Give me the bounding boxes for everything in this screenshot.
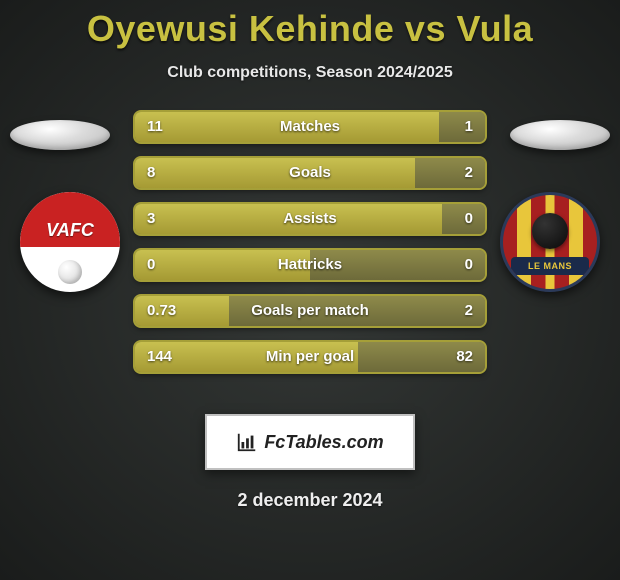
club-badge-left-text: VAFC [20, 220, 120, 241]
ball-icon [58, 260, 82, 284]
watermark[interactable]: FcTables.com [205, 414, 415, 470]
player-left-avatar [10, 120, 110, 150]
page-title: Oyewusi Kehinde vs Vula [0, 0, 620, 50]
date-label: 2 december 2024 [0, 490, 620, 511]
avatar-placeholder-icon [510, 120, 610, 150]
comparison-panel: VAFC LE MANS 111Matches 82Goals 30Assists 0… [0, 102, 620, 402]
club-badge-left: VAFC [20, 192, 120, 292]
stat-row: 111Matches [135, 112, 485, 142]
watermark-text: FcTables.com [264, 432, 383, 453]
stat-row: 30Assists [135, 204, 485, 234]
stat-label: Hattricks [135, 250, 485, 280]
stat-row: 00Hattricks [135, 250, 485, 280]
avatar-placeholder-icon [10, 120, 110, 150]
ball-icon [532, 213, 568, 249]
stat-row: 82Goals [135, 158, 485, 188]
stat-row: 14482Min per goal [135, 342, 485, 372]
stat-label: Min per goal [135, 342, 485, 372]
stat-bars: 111Matches 82Goals 30Assists 00Hattricks 0.7… [135, 112, 485, 388]
stat-label: Goals per match [135, 296, 485, 326]
stat-row: 0.732Goals per match [135, 296, 485, 326]
stat-label: Matches [135, 112, 485, 142]
club-badge-right-text: LE MANS [511, 257, 589, 275]
club-badge-right: LE MANS [500, 192, 600, 292]
player-right-avatar [510, 120, 610, 150]
chart-icon [236, 431, 258, 453]
stat-label: Assists [135, 204, 485, 234]
stat-label: Goals [135, 158, 485, 188]
subtitle: Club competitions, Season 2024/2025 [0, 64, 620, 82]
